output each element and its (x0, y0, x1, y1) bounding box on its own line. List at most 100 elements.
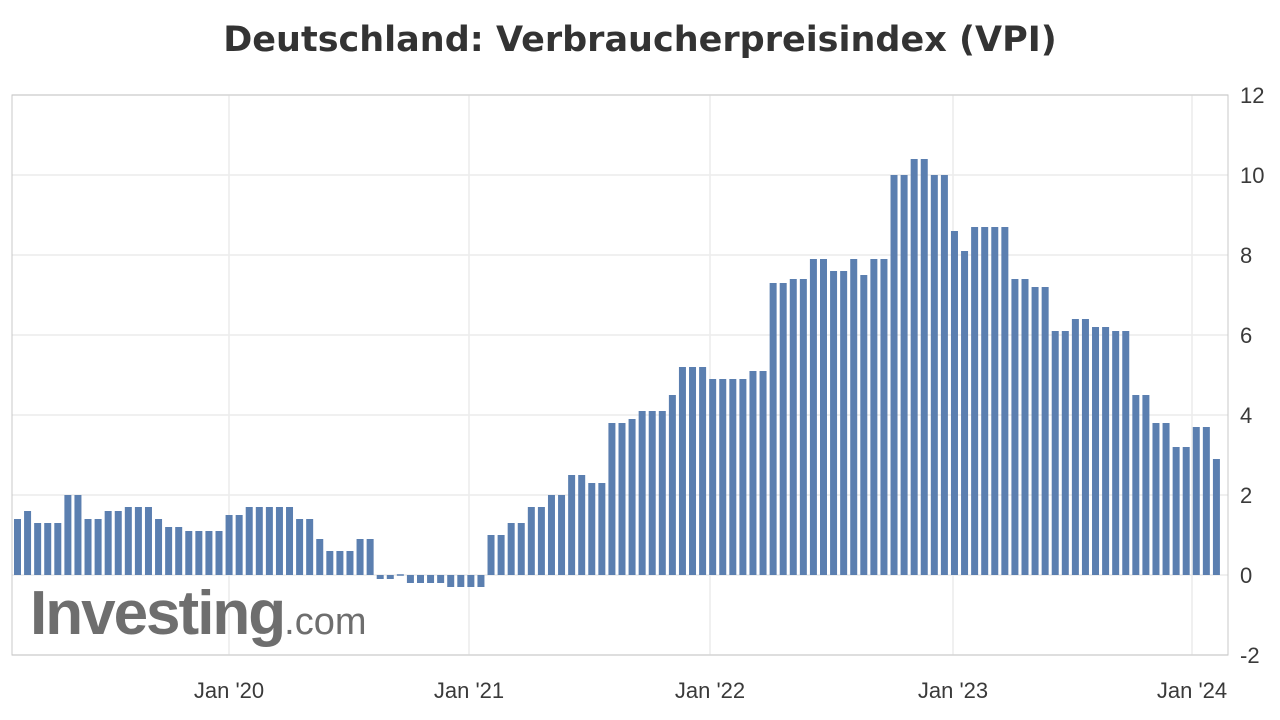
bar[interactable] (648, 411, 656, 575)
bar[interactable] (437, 575, 445, 583)
bar[interactable] (1162, 423, 1170, 575)
bar[interactable] (396, 574, 404, 576)
bar[interactable] (114, 511, 122, 575)
bar[interactable] (961, 251, 969, 575)
bar[interactable] (689, 367, 697, 575)
bar[interactable] (860, 275, 868, 575)
bar[interactable] (658, 411, 666, 575)
bar[interactable] (820, 259, 827, 575)
bar[interactable] (527, 507, 535, 575)
bar[interactable] (558, 495, 566, 575)
bar[interactable] (789, 279, 797, 575)
bar[interactable] (568, 475, 576, 575)
bar[interactable] (1112, 331, 1120, 575)
bar[interactable] (729, 379, 737, 575)
bar[interactable] (900, 175, 908, 575)
bar[interactable] (1102, 327, 1110, 575)
bar[interactable] (890, 175, 898, 575)
bar[interactable] (215, 531, 223, 575)
bar[interactable] (316, 539, 324, 575)
bar[interactable] (1011, 279, 1019, 575)
bar[interactable] (245, 507, 253, 575)
bar[interactable] (175, 527, 183, 575)
bar[interactable] (1081, 319, 1089, 575)
bar[interactable] (910, 159, 918, 575)
bar[interactable] (759, 371, 767, 575)
bar[interactable] (376, 575, 384, 579)
bar[interactable] (406, 575, 414, 583)
bar[interactable] (487, 535, 495, 575)
bar[interactable] (265, 507, 273, 575)
bar[interactable] (638, 411, 646, 575)
bar[interactable] (346, 551, 354, 575)
bar[interactable] (326, 551, 334, 575)
bar[interactable] (296, 519, 304, 575)
bar[interactable] (94, 519, 102, 575)
bar[interactable] (104, 511, 112, 575)
bar[interactable] (64, 495, 72, 575)
bar[interactable] (779, 283, 787, 575)
bar[interactable] (74, 495, 82, 575)
bar[interactable] (940, 175, 948, 575)
bar[interactable] (1041, 287, 1049, 575)
bar[interactable] (809, 259, 817, 575)
bar[interactable] (537, 507, 545, 575)
bar[interactable] (850, 259, 858, 575)
bar[interactable] (497, 535, 505, 575)
bar[interactable] (24, 511, 32, 575)
bar[interactable] (1122, 331, 1130, 575)
bar[interactable] (84, 519, 92, 575)
bar[interactable] (920, 159, 928, 575)
bar[interactable] (1031, 287, 1039, 575)
bar[interactable] (749, 371, 757, 575)
bar[interactable] (1172, 447, 1180, 575)
bar[interactable] (991, 227, 999, 575)
bar[interactable] (608, 423, 616, 575)
bar[interactable] (1152, 423, 1160, 575)
bar[interactable] (668, 395, 676, 575)
bar[interactable] (709, 379, 717, 575)
bar[interactable] (1132, 395, 1140, 575)
bar[interactable] (981, 227, 989, 575)
bar[interactable] (366, 539, 374, 575)
bar[interactable] (517, 523, 525, 575)
bar[interactable] (1071, 319, 1079, 575)
bar[interactable] (427, 575, 435, 583)
bar[interactable] (195, 531, 203, 575)
bar[interactable] (205, 531, 213, 575)
bar[interactable] (719, 379, 727, 575)
bar[interactable] (1092, 327, 1100, 575)
bar[interactable] (1142, 395, 1150, 575)
bar[interactable] (457, 575, 465, 587)
bar[interactable] (306, 519, 314, 575)
bar[interactable] (618, 423, 626, 575)
bar[interactable] (235, 515, 243, 575)
bar[interactable] (598, 483, 606, 575)
bar[interactable] (1021, 279, 1029, 575)
bar[interactable] (225, 515, 233, 575)
bar[interactable] (356, 539, 364, 575)
bar[interactable] (477, 575, 485, 587)
bar[interactable] (165, 527, 173, 575)
bar[interactable] (386, 575, 394, 579)
bar[interactable] (628, 419, 636, 575)
bar[interactable] (155, 519, 163, 575)
bar[interactable] (699, 367, 707, 575)
bar[interactable] (930, 175, 938, 575)
bar[interactable] (286, 507, 294, 575)
bar[interactable] (870, 259, 878, 575)
bar[interactable] (44, 523, 52, 575)
bar[interactable] (1212, 459, 1220, 575)
bar[interactable] (447, 575, 455, 587)
bar[interactable] (678, 367, 686, 575)
bar[interactable] (1192, 427, 1200, 575)
bar[interactable] (255, 507, 263, 575)
bar[interactable] (578, 475, 586, 575)
bar[interactable] (1061, 331, 1069, 575)
bar[interactable] (950, 231, 958, 575)
bar[interactable] (547, 495, 555, 575)
bar[interactable] (54, 523, 62, 575)
bar[interactable] (336, 551, 344, 575)
bar[interactable] (134, 507, 142, 575)
bar[interactable] (144, 507, 152, 575)
